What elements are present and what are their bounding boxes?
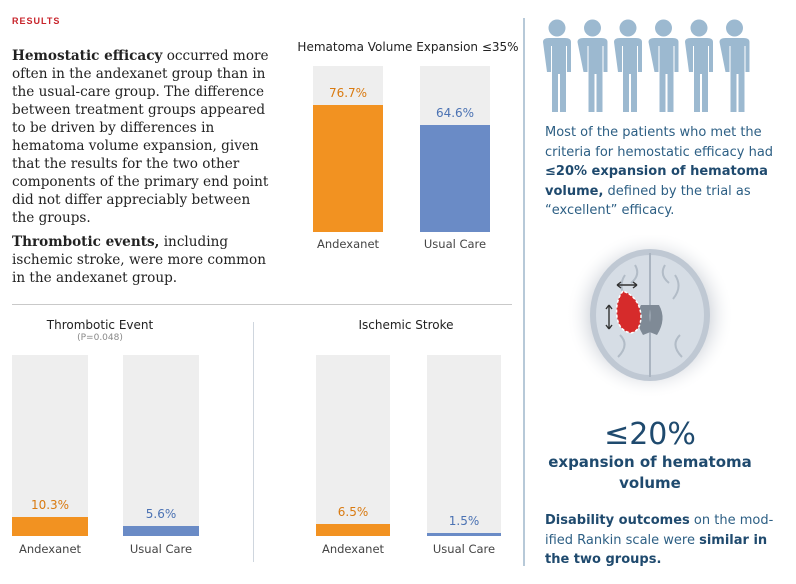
patients-figures-icon xyxy=(543,19,750,112)
section-label: RESULTS xyxy=(12,16,61,26)
bar-andexanet xyxy=(316,524,390,536)
person-head-icon xyxy=(584,19,601,37)
bar-background xyxy=(427,355,501,536)
big-number: ≤20% xyxy=(604,417,696,452)
person-body-icon xyxy=(614,38,642,112)
big-number-caption: expansion of hematoma volume xyxy=(548,453,752,492)
efficacy-paragraph: Hemostatic efficacy occurred more often … xyxy=(12,47,274,227)
category-label: Andexanet xyxy=(316,237,380,251)
note-text-a: Most of the patients who met the criteri… xyxy=(545,125,774,160)
category-label: Andexanet xyxy=(321,542,385,556)
chart-title: Thrombotic Event xyxy=(46,318,154,332)
person-body-icon xyxy=(577,38,608,112)
horizontal-divider xyxy=(12,304,512,305)
person-head-icon xyxy=(726,19,743,37)
disability-bold-b: similar in the two groups. xyxy=(545,532,768,568)
bar-usual-care xyxy=(420,125,490,232)
data-label: 5.6% xyxy=(145,507,177,521)
chart-title: Hematoma Volume Expansion ≤35% xyxy=(297,40,519,54)
category-label: Usual Care xyxy=(423,237,487,251)
data-label: 1.5% xyxy=(448,514,480,528)
person-body-icon xyxy=(719,38,750,112)
bar-background xyxy=(123,355,199,536)
thrombotic-body: including ischemic stroke, were more com… xyxy=(12,234,266,286)
category-label: Andexanet xyxy=(18,542,82,556)
data-label: 76.7% xyxy=(328,86,368,100)
bar-background xyxy=(12,355,88,536)
category-label: Usual Care xyxy=(129,542,193,556)
person-head-icon xyxy=(655,19,672,37)
sidebar-divider xyxy=(523,18,525,566)
bar-andexanet xyxy=(12,517,88,536)
excellent-efficacy-note: Most of the patients who met the criteri… xyxy=(545,123,785,221)
data-label: 64.6% xyxy=(435,106,475,120)
note-text-b: defined by the trial as “excellent” effi… xyxy=(545,183,751,219)
thrombotic-paragraph: Thrombotic events, including ischemic st… xyxy=(12,233,274,287)
disability-bold-a: Disability outcomes xyxy=(545,513,690,528)
efficacy-heading: Hemostatic efficacy xyxy=(12,48,163,64)
thrombotic-heading: Thrombotic events, xyxy=(12,234,160,250)
disability-note: Disability outcomes on the mod­ified Ran… xyxy=(545,511,785,570)
note-bold: ≤20% expansion of hematoma volume, xyxy=(545,164,768,199)
person-body-icon xyxy=(648,38,679,112)
bar-usual-care xyxy=(123,526,199,536)
chart-subtitle: (P=0.048) xyxy=(77,333,123,343)
bar-background xyxy=(316,355,390,536)
disability-text: on the mod­ified Rankin scale were xyxy=(545,513,774,548)
person-body-icon xyxy=(543,38,571,112)
data-label: 6.5% xyxy=(337,505,369,519)
brain-hematoma-icon xyxy=(566,235,734,399)
bar-andexanet xyxy=(313,105,383,232)
efficacy-body: occurred more often in the andexanet gro… xyxy=(12,48,269,226)
person-head-icon xyxy=(690,19,708,37)
bar-usual-care xyxy=(427,533,501,536)
person-body-icon xyxy=(685,38,713,112)
chart-divider xyxy=(253,322,254,562)
category-label: Usual Care xyxy=(432,542,496,556)
chart-title: Ischemic Stroke xyxy=(358,318,454,332)
data-label: 10.3% xyxy=(30,498,70,512)
person-head-icon xyxy=(548,19,566,37)
person-head-icon xyxy=(619,19,637,37)
